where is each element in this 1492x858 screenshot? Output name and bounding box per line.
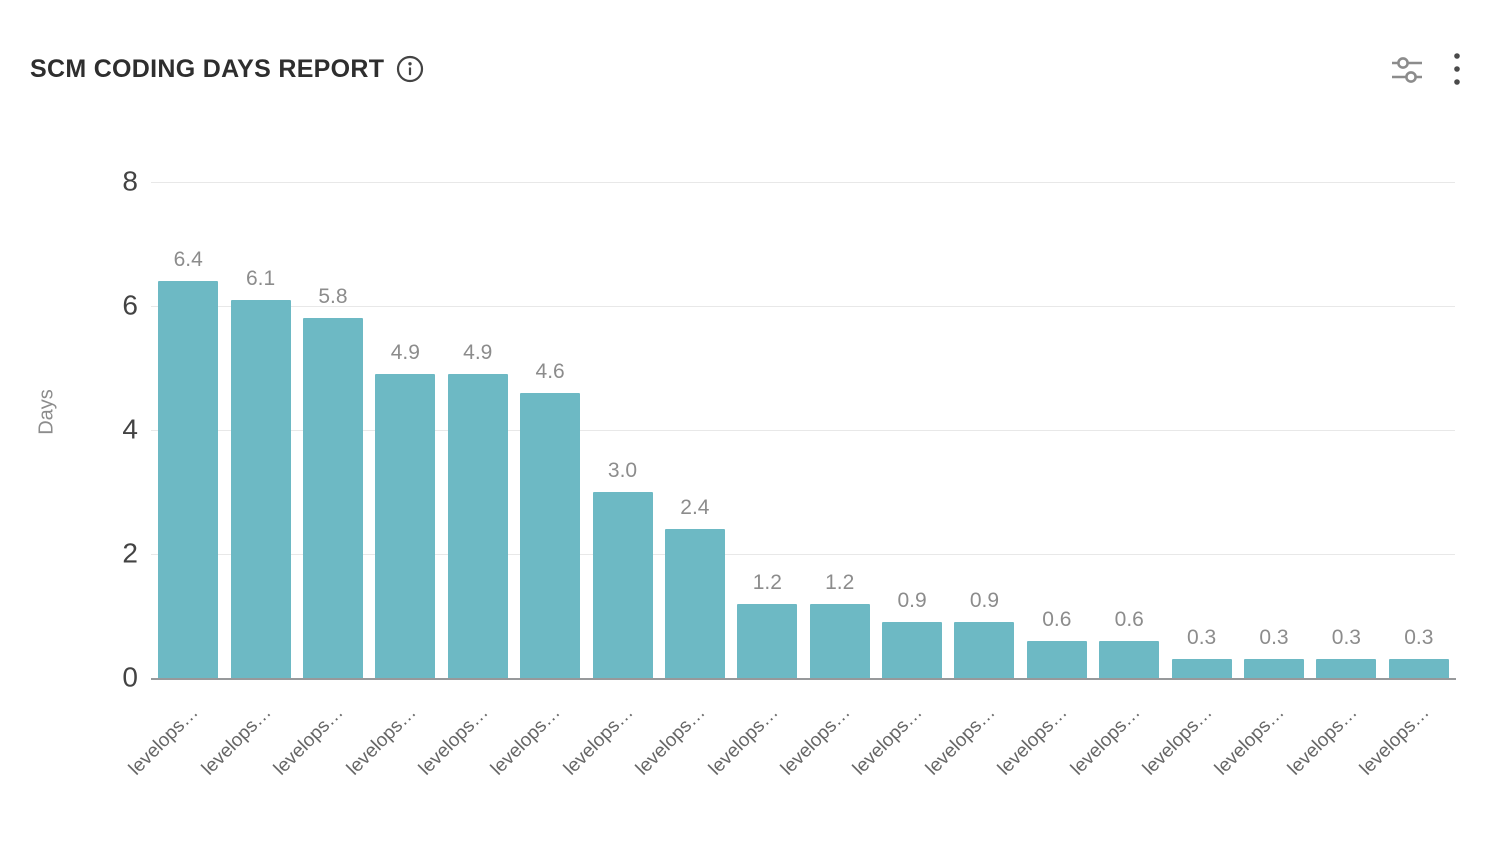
gridline [151,182,1455,183]
bar[interactable] [520,392,581,678]
bar[interactable] [1316,659,1377,678]
x-axis-tick-label: levelops… [849,702,927,780]
y-axis-tick-label: 8 [122,165,138,197]
x-axis-tick-label: levelops… [632,702,710,780]
bar[interactable] [592,492,653,678]
bar[interactable] [1171,659,1232,678]
bar-value-label: 5.8 [318,285,348,309]
x-axis-tick-label: levelops… [487,702,565,780]
page-title: SCM CODING DAYS REPORT [30,55,385,83]
bar-value-label: 0.9 [897,589,927,613]
bar[interactable] [375,374,436,678]
bar-value-label: 0.3 [1331,626,1361,650]
bar-value-label: 0.6 [1114,607,1144,631]
bar[interactable] [158,281,219,678]
bar-value-label: 6.4 [173,248,203,272]
bar[interactable] [1388,659,1449,678]
x-axis-tick-label: levelops… [1138,702,1217,780]
bar-value-label: 4.9 [463,341,493,365]
x-axis-tick-label: levelops… [342,702,421,780]
bar-value-label: 1.2 [752,570,782,594]
bar[interactable] [1099,640,1160,678]
bar-value-label: 0.9 [969,589,1000,613]
bar[interactable] [954,622,1015,678]
y-axis-tick-label: 2 [122,537,138,569]
x-axis-tick-label: levelops… [415,702,493,780]
x-axis-tick-label: levelops… [1211,702,1289,780]
bar-value-label: 0.3 [1404,626,1434,650]
x-axis-tick-label: levelops… [559,702,638,780]
bar[interactable] [302,318,363,678]
bar[interactable] [737,603,798,678]
x-axis-tick-label: levelops… [197,702,276,780]
bar-value-label: 0.3 [1259,626,1289,650]
bar-value-label: 4.6 [535,359,565,383]
x-axis-tick-label: levelops… [704,702,783,780]
gridline [151,430,1455,431]
widget-header: SCM CODING DAYS REPORT [30,50,1462,88]
x-axis-tick-label: levelops… [994,702,1072,780]
bar[interactable] [230,299,291,678]
y-axis-tick-label: 0 [122,661,138,693]
bar[interactable] [664,529,725,678]
bar-value-label: 3.0 [607,459,638,482]
bar[interactable] [1026,640,1087,678]
bar-value-label: 2.4 [680,496,710,520]
bar-value-label: 0.6 [1042,607,1072,631]
x-axis-tick-label: levelops… [1356,702,1434,780]
bar[interactable] [1244,659,1305,678]
bar-value-label: 1.2 [825,570,855,594]
x-axis-tick-label: levelops… [125,702,204,780]
x-axis-tick-label: levelops… [1066,702,1145,780]
gridline [151,306,1455,307]
x-axis-tick-label: levelops… [921,702,1000,780]
widget-actions [1390,52,1462,86]
kebab-menu-icon[interactable] [1452,52,1462,86]
y-axis-tick-label: 6 [122,289,138,321]
bar-value-label: 0.3 [1187,626,1217,650]
bar[interactable] [447,374,508,678]
bar[interactable] [882,622,943,678]
x-axis-tick-label: levelops… [776,702,855,780]
bar[interactable] [809,603,870,678]
bar-value-label: 4.9 [390,341,420,365]
x-axis-tick-label: levelops… [270,702,348,780]
y-axis-tick-label: 4 [122,413,138,445]
x-axis-line [151,678,1456,680]
x-axis-tick-label: levelops… [1283,702,1362,780]
sliders-icon[interactable] [1390,53,1424,85]
info-circle-icon[interactable] [396,55,424,83]
bar-value-label: 6.1 [245,266,276,290]
gridline [151,554,1455,555]
